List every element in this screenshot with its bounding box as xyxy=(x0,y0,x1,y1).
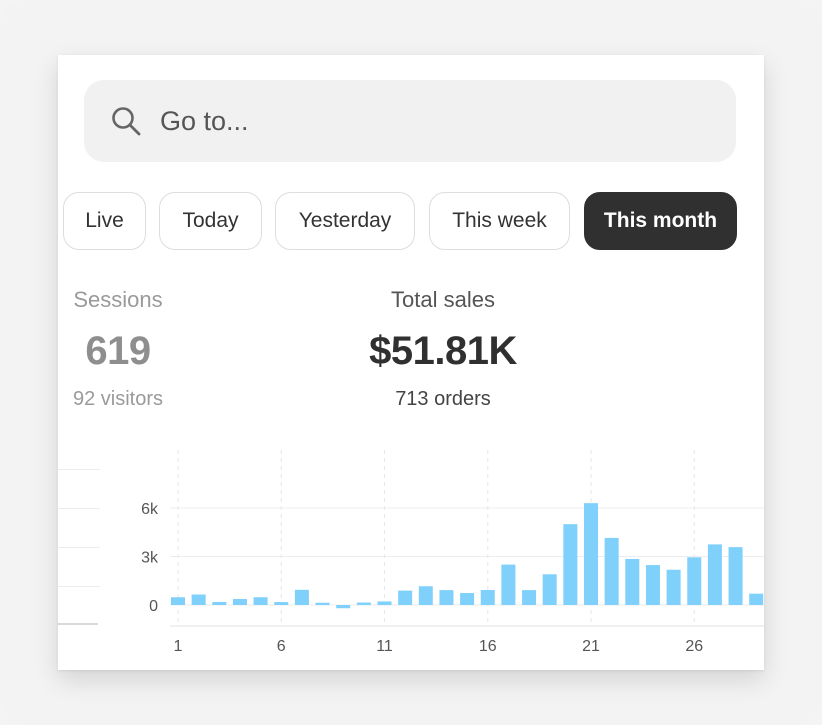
chart-bar xyxy=(191,594,206,605)
x-tick-label: 26 xyxy=(685,638,703,655)
x-tick-label: 1 xyxy=(174,638,183,655)
range-this-month-button[interactable]: This month xyxy=(584,192,737,250)
range-today-button[interactable]: Today xyxy=(159,192,262,250)
chart-bar xyxy=(749,593,764,605)
chart-bar xyxy=(707,544,722,605)
chart-bar xyxy=(439,590,454,605)
sessions-visitors: 92 visitors xyxy=(72,388,164,410)
sessions-chart-gridline xyxy=(58,586,100,587)
total-sales-value: $51.81K xyxy=(369,329,517,373)
chart-bar xyxy=(501,564,516,605)
chart-bar xyxy=(315,602,330,605)
sessions-chart-line xyxy=(58,623,98,625)
chart-bar xyxy=(604,537,619,605)
chart-bar xyxy=(253,597,268,605)
total-sales-metric[interactable]: Total sales $51.81K 713 orders xyxy=(293,287,593,411)
x-tick-label: 11 xyxy=(376,638,393,655)
chart-bar xyxy=(584,503,598,605)
x-tick-label: 6 xyxy=(277,638,286,655)
chart-bar xyxy=(728,547,743,605)
chart-bar xyxy=(356,602,371,605)
chart-bar xyxy=(480,589,495,605)
sessions-label: Sessions xyxy=(73,287,163,312)
chart-bar xyxy=(666,569,681,605)
search-placeholder: Go to... xyxy=(160,105,249,136)
chart-bar xyxy=(294,589,309,605)
range-this-week-button[interactable]: This week xyxy=(429,192,570,250)
chart-bar xyxy=(542,574,557,605)
sessions-chart-gridline xyxy=(58,547,100,548)
sessions-metric[interactable]: Sessions 619 92 visitors xyxy=(58,287,218,411)
chart-bar xyxy=(522,590,537,605)
x-tick-label: 16 xyxy=(479,638,497,655)
chart-bar xyxy=(563,524,578,605)
sessions-chart-gridline xyxy=(58,508,100,509)
chart-bar xyxy=(418,586,433,605)
chart-bar xyxy=(274,602,289,605)
range-live-button[interactable]: Live xyxy=(63,192,146,250)
y-tick-label: 0 xyxy=(149,598,158,615)
chart-bar xyxy=(460,593,475,605)
x-tick-label: 21 xyxy=(582,638,600,655)
chart-bar xyxy=(645,565,660,605)
analytics-card: Go to... Live Today Yesterday This week … xyxy=(58,55,764,670)
sessions-value: 619 xyxy=(85,329,151,373)
y-tick-label: 6k xyxy=(141,501,159,518)
chart-bar xyxy=(212,601,227,605)
total-sales-label: Total sales xyxy=(391,287,495,312)
chart-bar xyxy=(625,558,640,605)
sessions-chart-gridline xyxy=(58,469,100,470)
search-bar[interactable]: Go to... xyxy=(84,80,736,162)
chart-bar xyxy=(377,601,392,605)
search-icon xyxy=(110,105,142,137)
chart-bar xyxy=(232,599,247,605)
chart-bar xyxy=(171,597,185,605)
total-sales-orders: 713 orders xyxy=(395,388,491,410)
y-tick-label: 3k xyxy=(141,550,159,567)
chart-bar xyxy=(336,605,351,609)
chart-bar xyxy=(398,590,413,605)
range-yesterday-button[interactable]: Yesterday xyxy=(275,192,415,250)
chart-bar xyxy=(687,557,702,605)
